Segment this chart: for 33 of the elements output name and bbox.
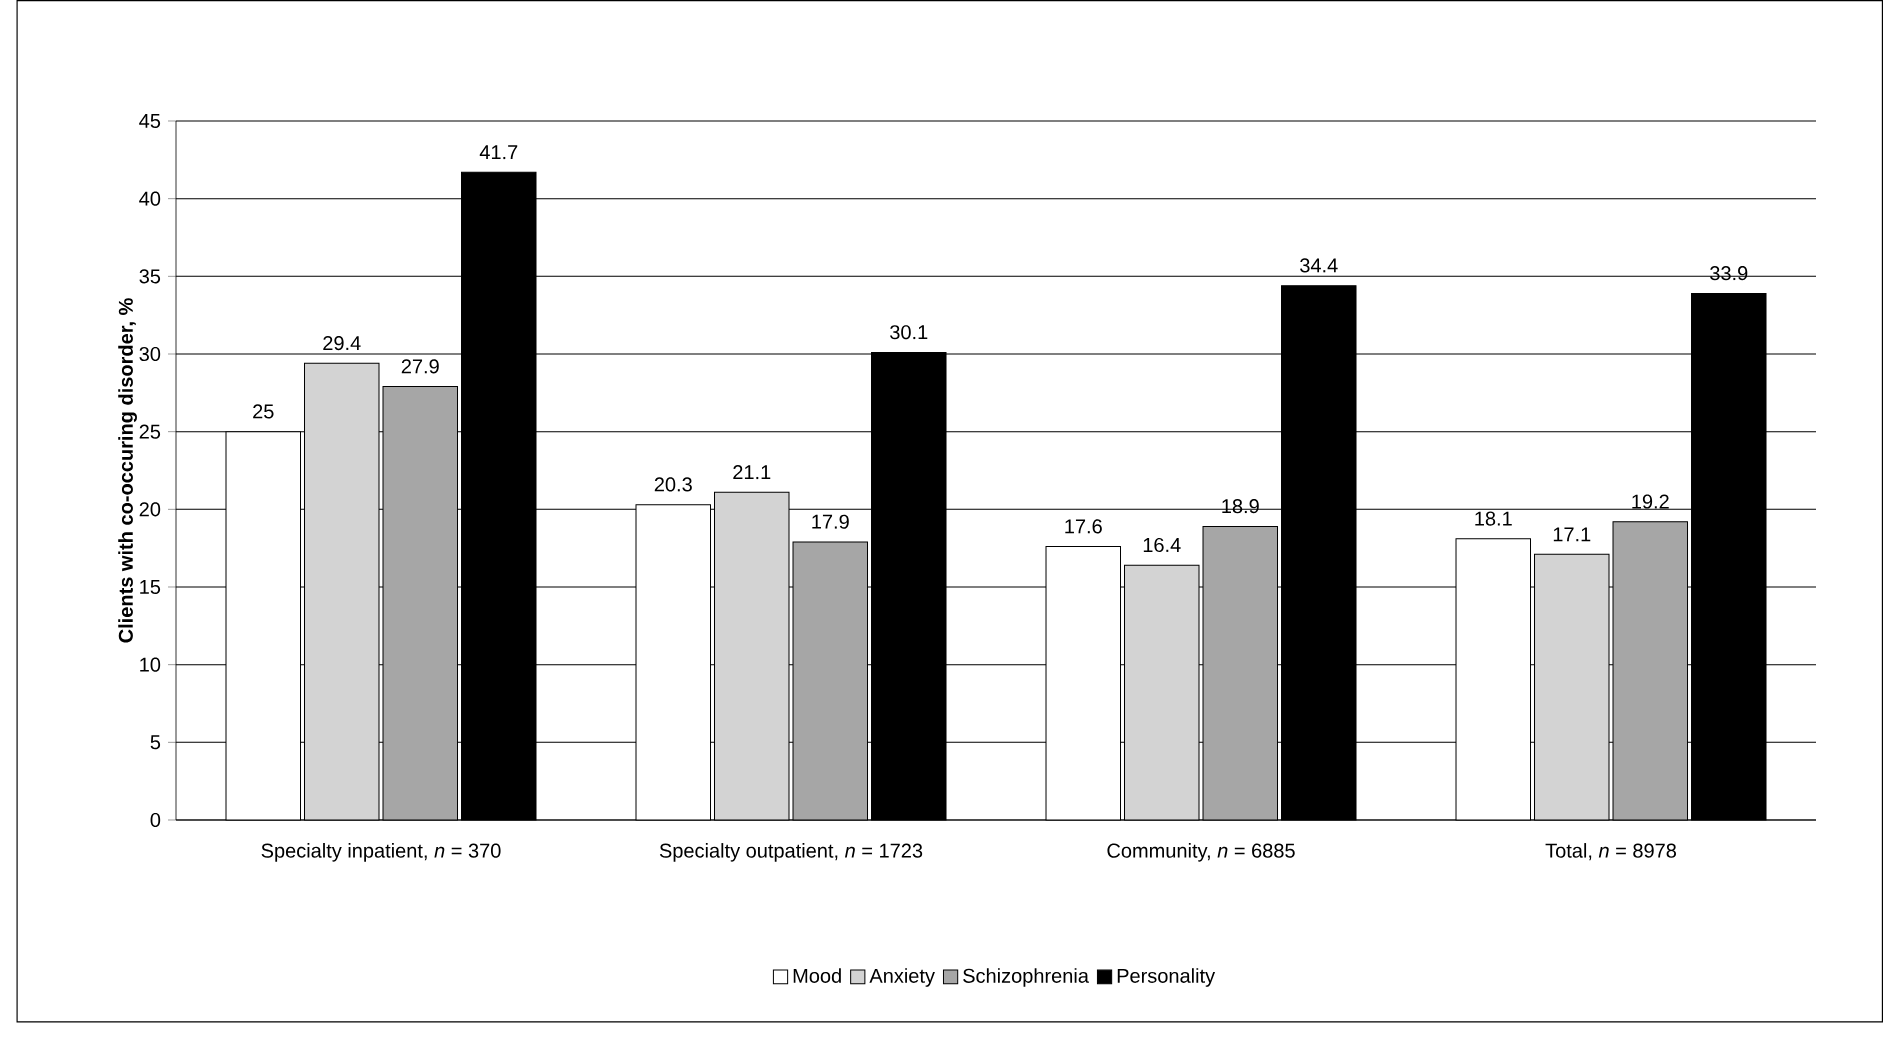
y-tick-label: 25 [139,424,161,439]
x-tick-label: Community, n = 6885 [1107,843,1295,862]
y-tick-label: 35 [139,269,161,284]
data-label: 17.9 [812,514,849,529]
data-label: 18.1 [1475,511,1512,526]
data-label: 17.6 [1065,519,1102,534]
data-label: 34.4 [1300,258,1338,273]
legend-label: Personality [1117,968,1216,987]
data-label: 19.2 [1632,494,1669,509]
y-axis-title: Clients with co-occuring disorder, % [118,298,137,643]
y-tick-label: 45 [139,114,161,128]
y-tick-label: 10 [140,657,161,672]
data-label: 29.4 [323,336,361,351]
y-tick-label: 0 [150,812,161,828]
data-label: 30.1 [890,325,928,340]
x-tick-label: Specialty outpatient, n = 1723 [659,843,923,862]
y-tick-label: 30 [139,346,161,362]
data-label: 17.1 [1553,527,1591,542]
data-label: 27.9 [401,359,439,374]
data-label: 21.1 [733,465,771,480]
y-tick-label: 15 [140,580,161,594]
x-tick-label: Total, n = 8978 [1545,843,1676,861]
y-tick-label: 5 [150,735,161,750]
data-label: 41.7 [479,145,518,160]
legend-label: Mood [793,968,841,983]
data-label: 25 [253,404,274,419]
y-tick-label: 40 [139,191,161,206]
x-tick-label: Specialty inpatient, n = 370 [261,843,501,862]
legend-label: Anxiety [869,968,935,987]
data-label: 20.3 [654,477,692,492]
legend-label: Schizophrenia [963,968,1089,987]
y-tick-label: 20 [139,502,161,517]
data-label: 16.4 [1143,537,1181,553]
